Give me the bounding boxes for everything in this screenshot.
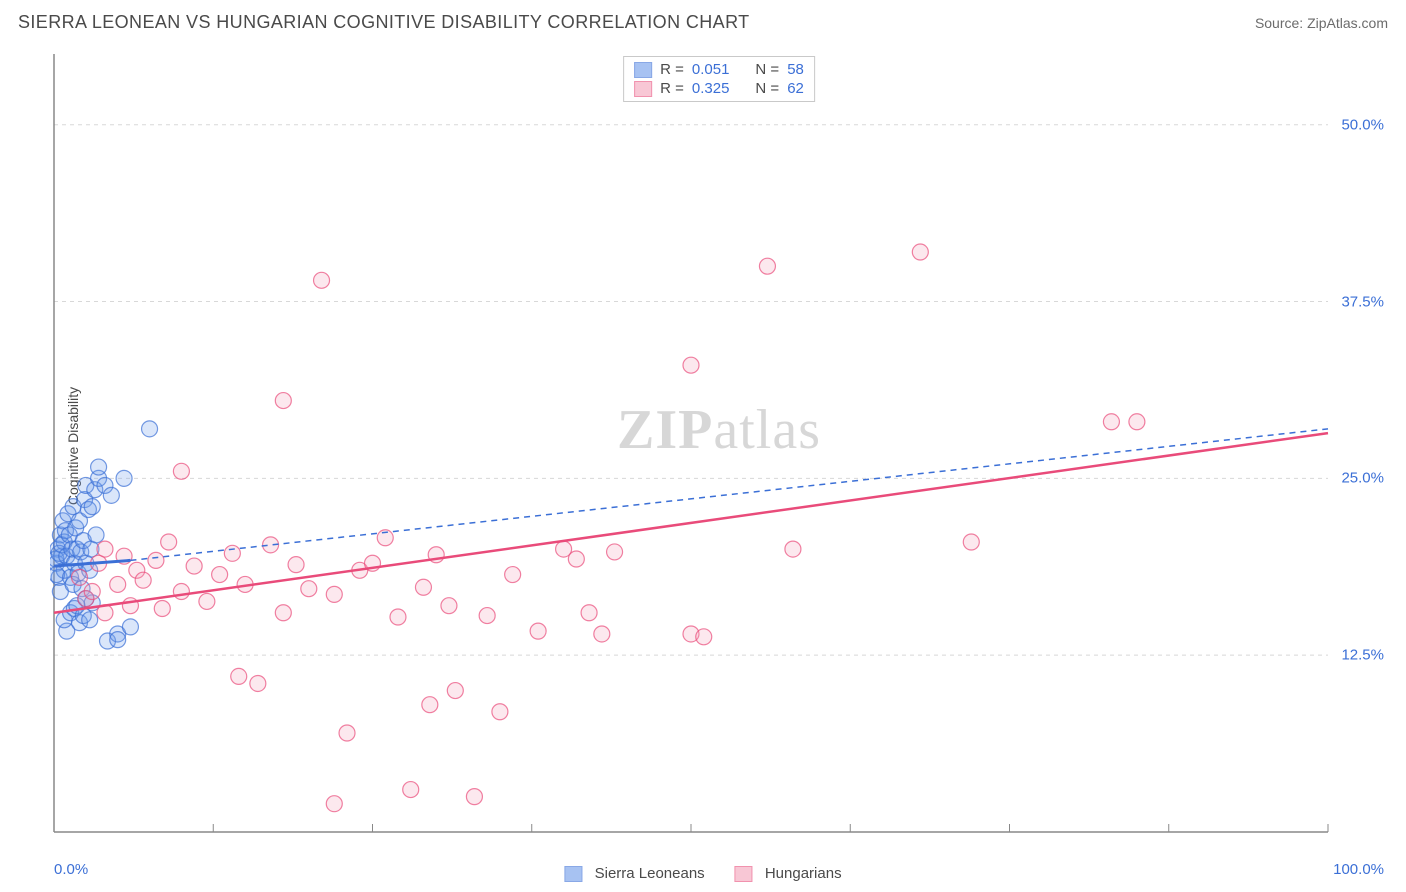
legend-swatch-pink	[634, 81, 652, 97]
chart-area: R = 0.051 N = 58 R = 0.325 N = 62 ZIPatl…	[50, 50, 1388, 842]
legend-series: Sierra Leoneans Hungarians	[564, 865, 841, 882]
n-value: 62	[787, 80, 804, 97]
legend-swatch-blue	[564, 866, 582, 882]
y-tick-label: 12.5%	[1341, 647, 1384, 664]
n-value: 58	[787, 61, 804, 78]
legend-stats-row: R = 0.051 N = 58	[634, 61, 804, 78]
scatter-plot	[50, 50, 1388, 842]
legend-item: Sierra Leoneans	[564, 865, 704, 882]
legend-swatch-blue	[634, 62, 652, 78]
n-label: N =	[755, 80, 779, 97]
legend-stats-row: R = 0.325 N = 62	[634, 80, 804, 97]
x-axis-max-label: 100.0%	[1333, 861, 1384, 878]
chart-title: SIERRA LEONEAN VS HUNGARIAN COGNITIVE DI…	[18, 12, 750, 33]
header: SIERRA LEONEAN VS HUNGARIAN COGNITIVE DI…	[0, 0, 1406, 45]
r-label: R =	[660, 80, 684, 97]
n-label: N =	[755, 61, 779, 78]
x-axis-min-label: 0.0%	[54, 861, 88, 878]
legend-label: Sierra Leoneans	[595, 865, 705, 882]
r-value: 0.325	[692, 80, 730, 97]
legend-item: Hungarians	[735, 865, 842, 882]
y-tick-label: 37.5%	[1341, 293, 1384, 310]
legend-label: Hungarians	[765, 865, 842, 882]
y-tick-label: 25.0%	[1341, 470, 1384, 487]
legend-stats: R = 0.051 N = 58 R = 0.325 N = 62	[623, 56, 815, 102]
r-label: R =	[660, 61, 684, 78]
legend-swatch-pink	[735, 866, 753, 882]
y-tick-label: 50.0%	[1341, 116, 1384, 133]
source-label: Source: ZipAtlas.com	[1255, 15, 1388, 31]
r-value: 0.051	[692, 61, 730, 78]
